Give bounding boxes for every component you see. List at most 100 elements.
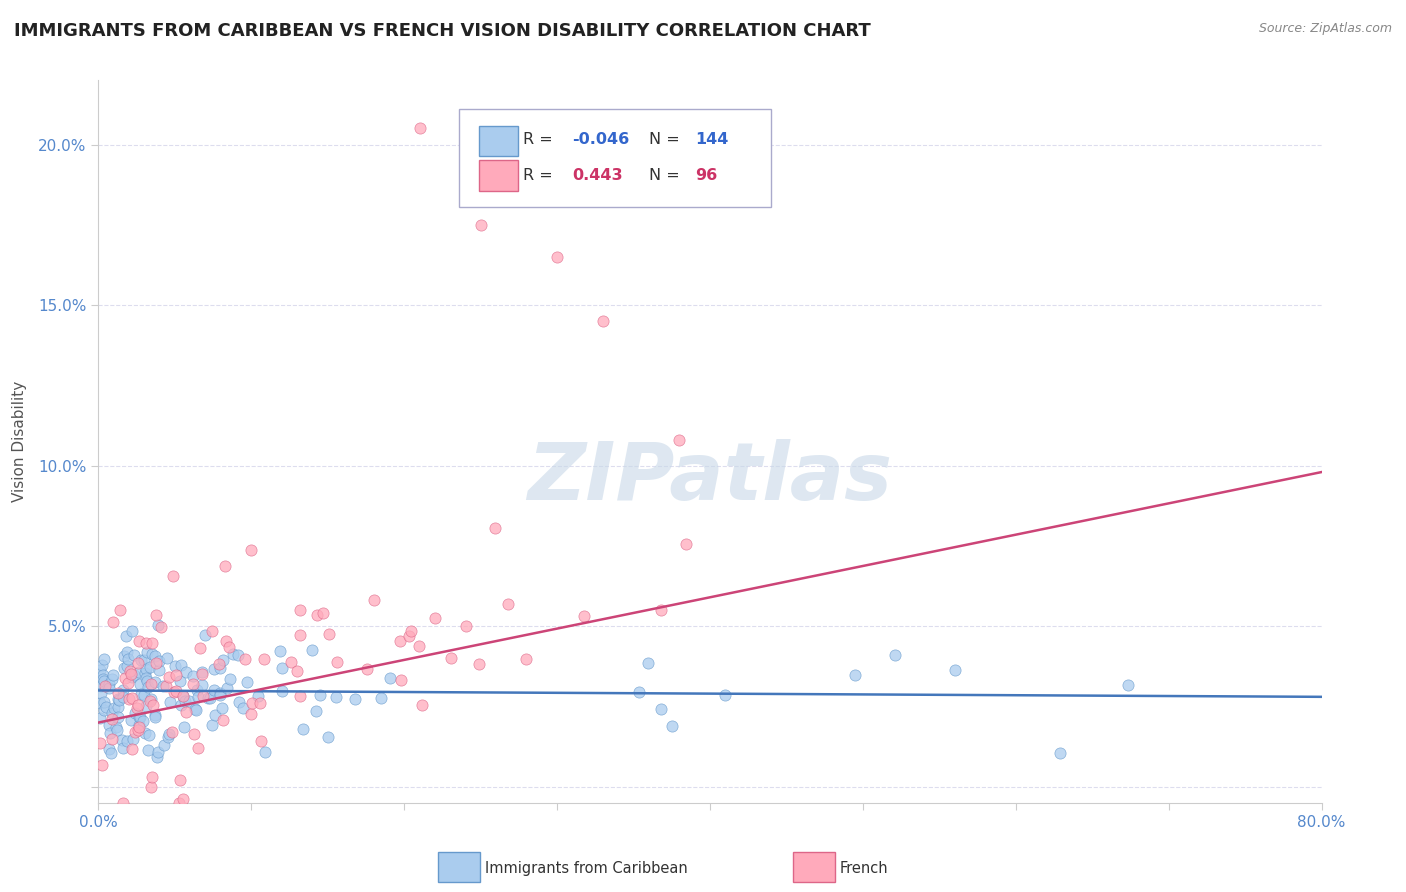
Point [169,674,191,689]
Point [187,740,209,755]
Point [142,698,165,712]
Point [141,636,163,650]
Point [148,664,170,678]
Point [128,720,150,734]
Point [134,653,156,667]
Y-axis label: Vision Disability: Vision Disability [13,381,27,502]
Point [93,679,115,693]
Point [399,624,422,638]
Point [135,671,157,685]
Point [101,667,124,681]
Point [211,713,233,727]
Point [98,742,121,756]
Point [627,685,650,699]
Point [134,726,156,740]
Point [135,662,157,676]
Point [146,617,169,632]
Point [134,665,156,680]
Point [122,668,145,682]
Text: 96: 96 [696,169,717,183]
Point [157,727,180,741]
Point [129,653,152,667]
Point [408,640,430,654]
Point [111,796,134,810]
Point [408,121,430,136]
Point [650,702,672,716]
Point [172,792,194,806]
Point [93,703,115,717]
Point [184,702,207,716]
Point [288,690,311,704]
Point [121,670,143,684]
Point [202,683,225,698]
Point [115,733,138,747]
Point [90,658,112,673]
Point [135,636,157,650]
Point [232,701,254,715]
Point [143,709,166,723]
Point [127,701,149,715]
Point [166,683,188,698]
Point [467,657,489,671]
Point [169,796,191,810]
Point [118,692,141,706]
Point [249,733,271,747]
Point [89,736,111,750]
Point [270,684,292,698]
Point [98,726,121,740]
Point [181,677,204,691]
Point [201,717,224,731]
Point [844,668,866,682]
Point [174,665,197,679]
Point [157,670,180,684]
Point [186,682,208,697]
Point [89,696,111,710]
Point [163,684,186,698]
Point [127,698,149,712]
Point [197,691,219,706]
Point [111,732,134,747]
Point [239,543,262,558]
Point [236,675,259,690]
Point [193,628,215,642]
Point [107,692,129,706]
Point [214,633,236,648]
Point [141,780,163,794]
Point [380,671,402,685]
Point [90,679,112,693]
Point [139,677,162,691]
Point [124,706,146,720]
Point [191,678,214,692]
Point [280,655,302,669]
Point [179,693,201,707]
Point [292,723,315,737]
Text: R =: R = [523,132,558,147]
Point [129,687,152,701]
Point [128,710,150,724]
Point [411,698,433,712]
Point [454,619,477,633]
Point [200,691,222,706]
Point [129,677,152,691]
Text: N =: N = [648,132,685,147]
Point [141,692,163,706]
Point [98,681,121,695]
Point [226,648,249,662]
Point [101,706,124,721]
Text: French: French [839,861,889,876]
Point [114,628,136,642]
Point [128,718,150,732]
Point [343,692,366,706]
Point [101,672,124,686]
Point [128,634,150,648]
Point [149,620,172,634]
Point [97,677,120,691]
Point [112,690,135,704]
Point [120,714,142,728]
Point [101,615,124,630]
Text: -0.046: -0.046 [572,132,628,147]
Point [546,250,568,264]
Point [309,688,332,702]
Point [131,714,153,728]
Point [271,661,294,675]
